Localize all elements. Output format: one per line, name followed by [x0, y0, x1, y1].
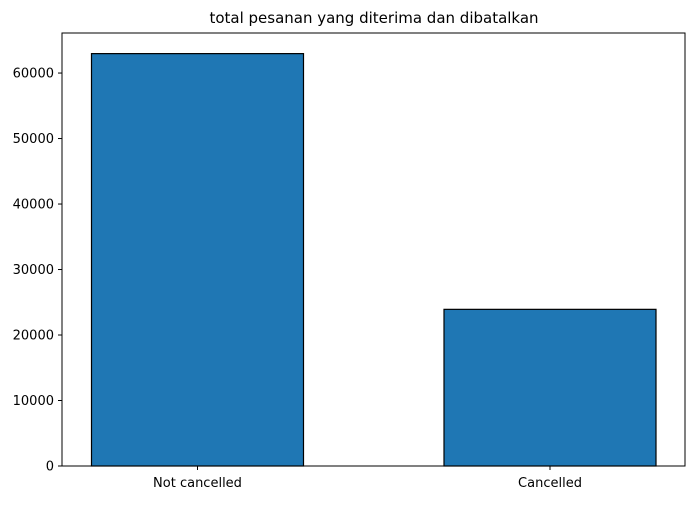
- y-tick-label: 60000: [13, 67, 54, 82]
- axes-frame: [61, 32, 686, 467]
- y-tick-label: 50000: [13, 132, 54, 147]
- y-tick-label: 0: [46, 460, 54, 475]
- x-tick-label: Not cancelled: [153, 476, 242, 491]
- chart-title: total pesanan yang diterima dan dibatalk…: [209, 9, 538, 27]
- y-tick-label: 30000: [13, 263, 54, 278]
- y-tick-label: 10000: [13, 394, 54, 409]
- x-tick-label: Cancelled: [518, 476, 582, 491]
- y-tick-label: 20000: [13, 329, 54, 344]
- bar-cancelled: [443, 308, 657, 467]
- bar-not-cancelled: [90, 53, 305, 467]
- plot-area: Not cancelled Cancelled 0 10000 20000 30000 40…: [13, 32, 686, 491]
- y-tick-label: 40000: [13, 198, 54, 213]
